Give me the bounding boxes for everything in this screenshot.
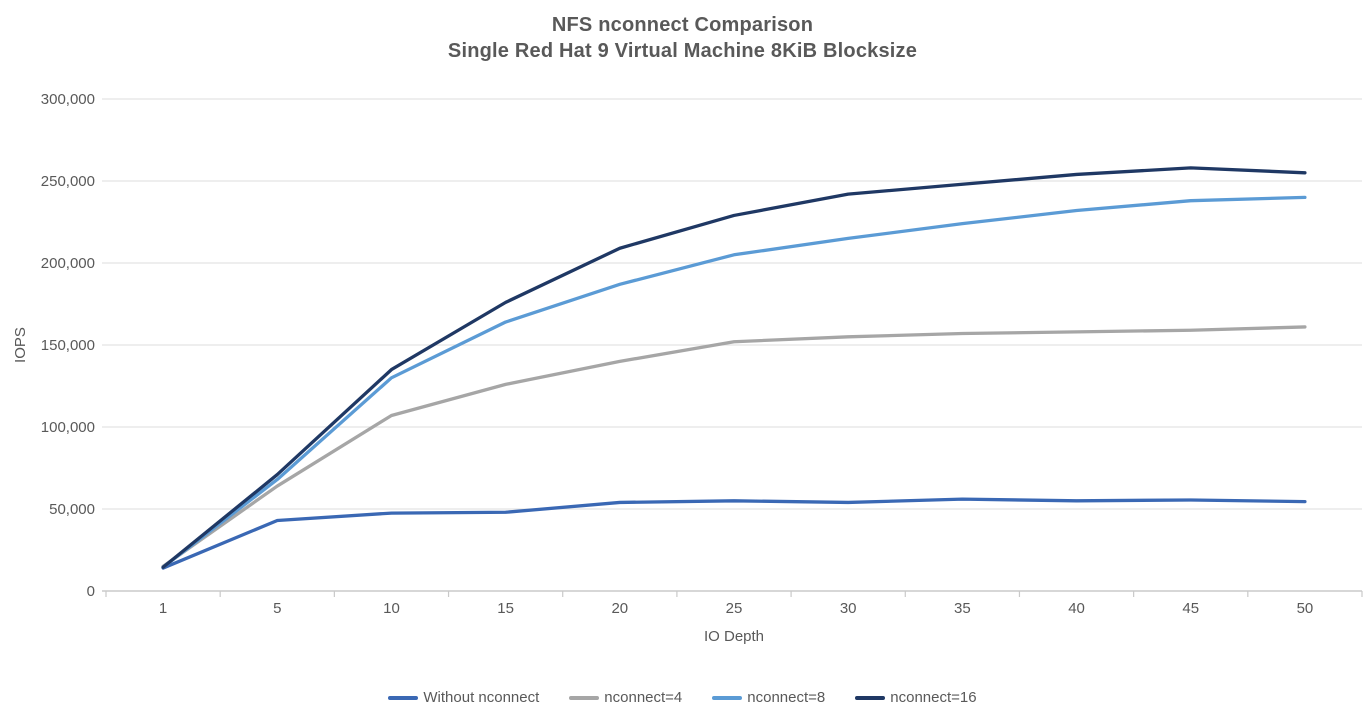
legend-label: nconnect=8 bbox=[747, 689, 826, 706]
x-tick-label: 25 bbox=[726, 600, 743, 617]
x-tick-label: 10 bbox=[383, 600, 400, 617]
x-tick-label: 5 bbox=[273, 600, 281, 617]
legend-swatch-icon bbox=[569, 695, 600, 700]
legend-item-nconnect-8: nconnect=8 bbox=[712, 689, 825, 706]
series-line-without-nconnect bbox=[161, 497, 1307, 570]
x-tick-label: 1 bbox=[159, 600, 167, 617]
legend-item-nconnect-16: nconnect=16 bbox=[855, 689, 977, 706]
x-tick-label: 35 bbox=[954, 600, 971, 617]
legend-item-nconnect-4: nconnect=4 bbox=[569, 689, 682, 706]
x-tick-label: 30 bbox=[840, 600, 857, 617]
chart-title: NFS nconnect Comparison Single Red Hat 9… bbox=[0, 12, 1365, 65]
x-tick-label: 45 bbox=[1182, 600, 1199, 617]
x-tick-label: 40 bbox=[1068, 600, 1085, 617]
chart-title-line2: Single Red Hat 9 Virtual Machine 8KiB Bl… bbox=[447, 40, 918, 63]
y-tick-label: 200,000 bbox=[41, 255, 95, 272]
chart-title-line1: NFS nconnect Comparison bbox=[551, 14, 814, 36]
chart-legend: Without nconnect nconnect=4 nconnect=8 ncon… bbox=[0, 689, 1365, 706]
x-tick-label: 20 bbox=[611, 600, 628, 617]
legend-label: Without nconnect bbox=[423, 689, 540, 706]
legend-item-without-nconnect: Without nconnect bbox=[388, 689, 539, 706]
y-tick-label: 100,000 bbox=[41, 419, 95, 436]
x-tick-label: 15 bbox=[497, 600, 514, 617]
series-line-nconnect-16 bbox=[161, 166, 1307, 569]
legend-swatch-icon bbox=[388, 695, 419, 700]
legend-swatch-icon bbox=[712, 695, 743, 700]
y-tick-label: 50,000 bbox=[49, 501, 95, 518]
x-axis-title: IO Depth bbox=[704, 628, 764, 645]
series-line-nconnect-4 bbox=[161, 325, 1307, 569]
y-tick-label: 250,000 bbox=[41, 173, 95, 190]
y-tick-label: 150,000 bbox=[41, 337, 95, 354]
y-tick-label: 0 bbox=[87, 583, 95, 600]
y-axis-title: IOPS bbox=[12, 327, 29, 363]
x-tick-label: 50 bbox=[1297, 600, 1314, 617]
legend-swatch-icon bbox=[855, 695, 886, 700]
series-line-nconnect-8 bbox=[161, 195, 1307, 569]
y-tick-label: 300,000 bbox=[41, 91, 95, 108]
legend-label: nconnect=16 bbox=[890, 689, 977, 706]
legend-label: nconnect=4 bbox=[604, 689, 683, 706]
